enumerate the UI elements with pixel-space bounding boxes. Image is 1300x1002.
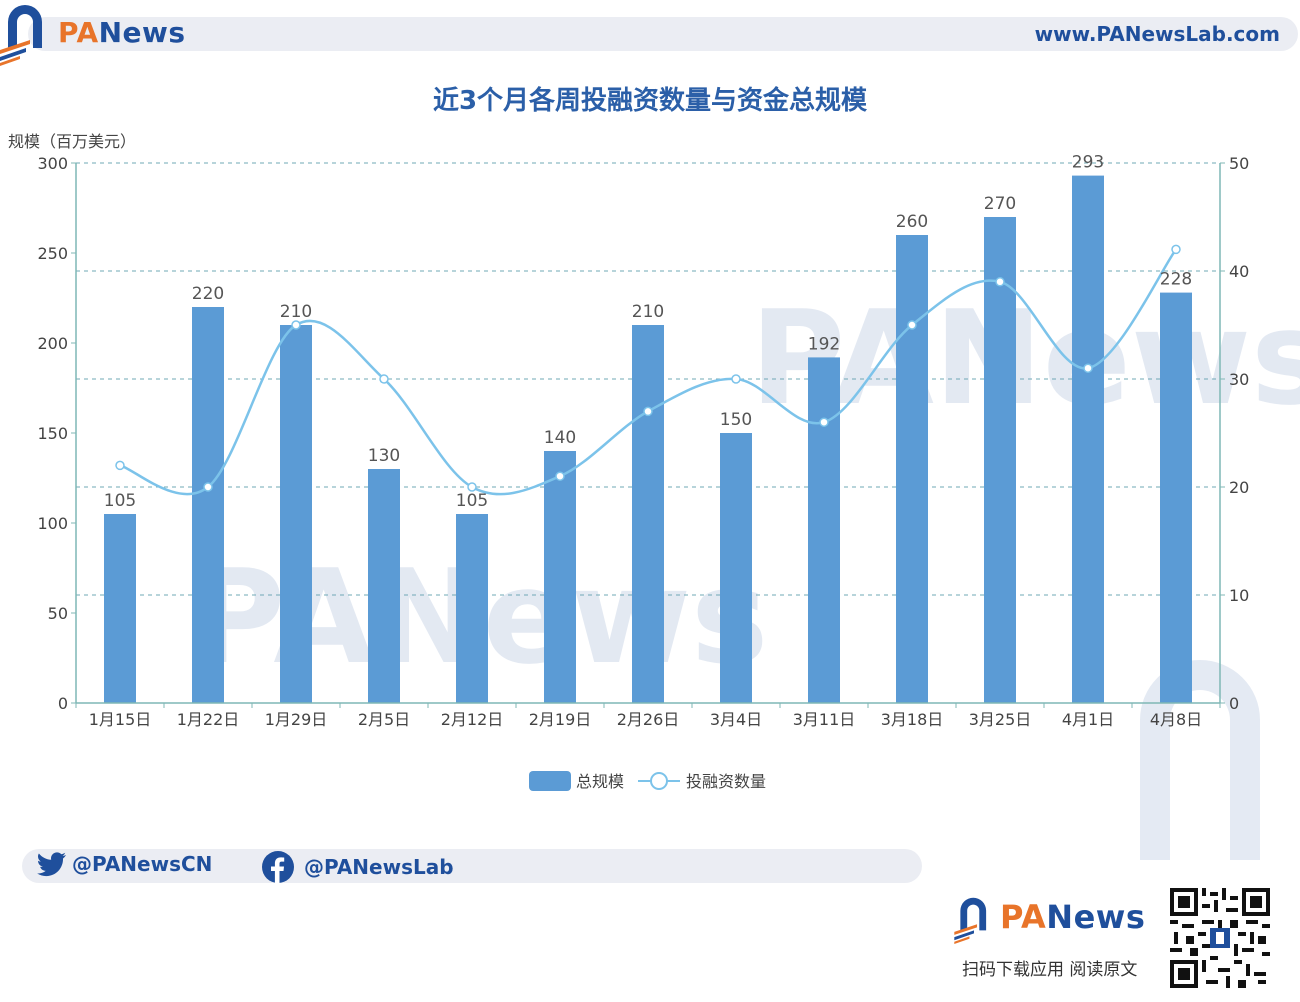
- x-tick-label: 3月25日: [969, 710, 1032, 729]
- footer-brand-name: PANews: [1000, 898, 1145, 936]
- bar-data-label: 210: [632, 302, 664, 322]
- line-point: [467, 482, 477, 492]
- bar-data-label: 210: [280, 302, 312, 322]
- bar-data-label: 293: [1072, 153, 1104, 173]
- line-point: [379, 374, 389, 384]
- line-point: [819, 417, 829, 427]
- bar: [368, 469, 400, 703]
- x-tick-label: 1月15日: [89, 710, 152, 729]
- brand-name: PANews: [58, 16, 186, 49]
- y2-tick-label: 20: [1229, 478, 1249, 497]
- legend-label: 总规模: [576, 772, 624, 791]
- y2-tick-label: 10: [1229, 586, 1249, 605]
- line-point: [555, 471, 565, 481]
- line-point: [203, 482, 213, 492]
- bar-data-label: 260: [896, 212, 928, 232]
- twitter-icon[interactable]: [37, 852, 67, 878]
- x-tick-label: 2月5日: [358, 710, 410, 729]
- footer-brand-suffix: News: [1046, 898, 1146, 936]
- bar-data-label: 105: [104, 491, 136, 511]
- bar: [808, 357, 840, 703]
- footer-brand-prefix: PA: [1000, 898, 1047, 936]
- y2-tick-label: 0: [1229, 694, 1239, 713]
- line-point: [995, 277, 1005, 287]
- y2-tick-label: 40: [1229, 262, 1249, 281]
- line-point: [115, 460, 125, 471]
- footer-band: [22, 849, 922, 883]
- x-tick-label: 4月1日: [1062, 710, 1114, 729]
- y-tick-label: 100: [37, 514, 68, 533]
- x-tick-label: 2月19日: [529, 710, 592, 729]
- twitter-handle[interactable]: @PANewsCN: [72, 852, 213, 876]
- bar-data-label: 105: [456, 491, 488, 511]
- qr-code-icon[interactable]: [1170, 888, 1270, 988]
- bar: [1160, 292, 1192, 703]
- line-point: [731, 374, 741, 384]
- x-tick-label: 2月26日: [617, 710, 680, 729]
- line-point: [1083, 363, 1093, 373]
- x-tick-label: 1月22日: [177, 710, 240, 729]
- x-tick-label: 4月8日: [1150, 710, 1202, 729]
- bar: [720, 433, 752, 703]
- bar-data-label: 140: [544, 428, 576, 448]
- bar-data-label: 150: [720, 410, 752, 430]
- line-point: [643, 406, 653, 417]
- x-tick-label: 3月4日: [710, 710, 762, 729]
- bar-data-label: 130: [368, 446, 400, 466]
- line-point: [291, 320, 301, 330]
- legend-label: 投融资数量: [686, 772, 766, 791]
- bar: [104, 514, 136, 703]
- line-point: [1171, 244, 1181, 255]
- bar: [1072, 175, 1104, 704]
- panews-logo-icon: [0, 5, 42, 66]
- header-band: [28, 17, 1298, 51]
- legend-line-marker: [650, 772, 668, 790]
- y2-tick-label: 30: [1229, 370, 1249, 389]
- site-url[interactable]: www.PANewsLab.com: [1034, 22, 1280, 46]
- line-point: [907, 320, 917, 330]
- bar-data-label: 228: [1160, 270, 1192, 290]
- bar: [632, 325, 664, 703]
- bar: [896, 235, 928, 703]
- y-tick-label: 50: [48, 604, 68, 623]
- bar-data-label: 192: [808, 334, 840, 354]
- x-tick-label: 1月29日: [265, 710, 328, 729]
- x-tick-label: 3月18日: [881, 710, 944, 729]
- bar: [984, 217, 1016, 703]
- y-tick-label: 200: [37, 334, 68, 353]
- bar: [544, 451, 576, 703]
- footer-logo-icon: [954, 897, 987, 944]
- bar: [280, 325, 312, 703]
- y-axis-label: 规模（百万美元）: [8, 132, 137, 151]
- y-tick-label: 150: [37, 424, 68, 443]
- x-tick-label: 3月11日: [793, 710, 856, 729]
- facebook-icon[interactable]: [262, 851, 294, 883]
- y-tick-label: 300: [37, 154, 68, 173]
- y-tick-label: 250: [37, 244, 68, 263]
- legend-bar-swatch: [529, 771, 571, 791]
- bar-data-label: 270: [984, 194, 1016, 214]
- svg-text:PANews: PANews: [750, 282, 1300, 434]
- bar: [456, 514, 488, 703]
- chart-title: 近3个月各周投融资数量与资金总规模: [432, 86, 868, 116]
- bar: [192, 307, 224, 703]
- y-tick-label: 0: [58, 694, 68, 713]
- y2-tick-label: 50: [1229, 154, 1249, 173]
- x-tick-label: 2月12日: [441, 710, 504, 729]
- brand-name-prefix: PA: [58, 16, 99, 49]
- brand-name-suffix: News: [98, 16, 186, 49]
- scan-text: 扫码下载应用 阅读原文: [962, 960, 1138, 980]
- bar-data-label: 220: [192, 284, 224, 304]
- facebook-handle[interactable]: @PANewsLab: [304, 855, 454, 879]
